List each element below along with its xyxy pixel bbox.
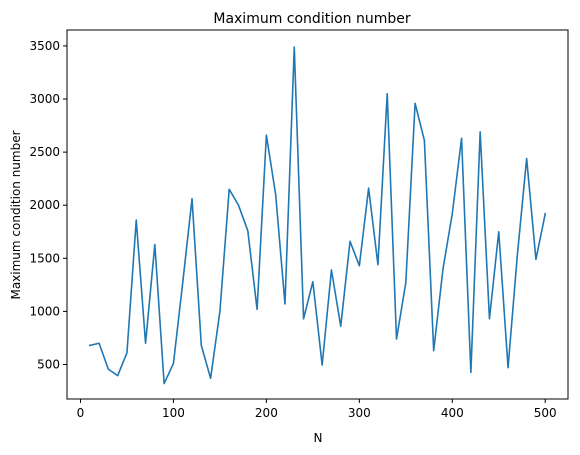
series-line-0 [88,46,547,385]
y-axis-label: Maximum condition number [9,130,23,299]
x-tick-label: 300 [348,406,371,420]
axes-frame [66,29,569,400]
x-tick-label: 400 [441,406,464,420]
x-tick-label: 500 [534,406,557,420]
chart-title: Maximum condition number [213,11,410,27]
x-tick-label: 100 [162,406,185,420]
y-axis: 500 1000 1500 2000 2500 3000 3500 [29,39,67,371]
x-axis: 0 100 200 300 400 500 [77,399,557,420]
y-tick-label: 1000 [29,304,60,318]
y-tick-label: 3500 [29,39,60,53]
y-tick-label: 2000 [29,198,60,212]
y-tick-label: 1500 [29,251,60,265]
y-tick-label: 500 [37,357,60,371]
x-axis-label: N [314,431,323,445]
y-tick-label: 2500 [29,145,60,159]
plot-area [88,46,547,385]
x-tick-label: 200 [255,406,278,420]
y-tick-label: 3000 [29,92,60,106]
x-tick-label: 0 [77,406,85,420]
